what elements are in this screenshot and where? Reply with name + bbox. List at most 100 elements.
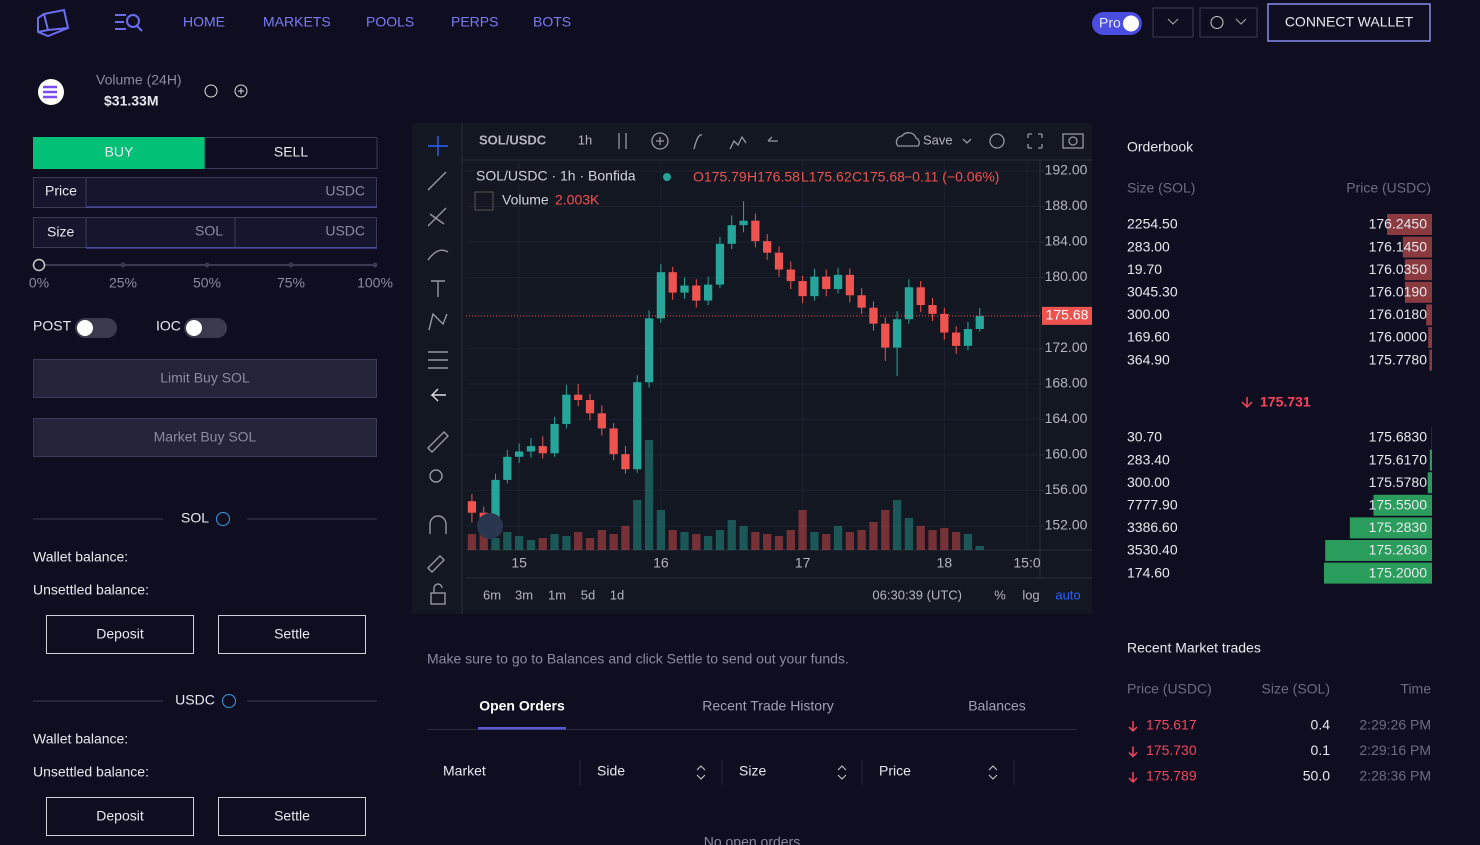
nav-link[interactable]: POOLS: [366, 14, 414, 30]
deposit-button[interactable]: [46, 615, 194, 654]
collapse-button[interactable]: [474, 191, 494, 211]
clock: 06:30:39 (UTC): [872, 587, 962, 602]
order-price[interactable]: 175.5500: [1369, 497, 1428, 513]
candle-body: [503, 456, 512, 480]
nav-link[interactable]: HOME: [183, 14, 225, 30]
sell-tab[interactable]: [204, 137, 378, 169]
add-icon[interactable]: [234, 84, 248, 98]
price-input[interactable]: [33, 177, 377, 208]
slider-label: 100%: [357, 275, 393, 291]
order-price[interactable]: 175.2000: [1369, 564, 1428, 580]
slider-dot[interactable]: [204, 262, 210, 268]
sort-icon[interactable]: [988, 765, 998, 780]
volume-bar: [609, 534, 618, 550]
range-button[interactable]: 3m: [515, 587, 533, 602]
dropdown[interactable]: [1152, 7, 1194, 38]
candle-body: [963, 328, 973, 346]
slider-dot[interactable]: [32, 258, 46, 272]
market-buy-button[interactable]: [33, 418, 377, 457]
scale-option[interactable]: %: [994, 587, 1006, 602]
logo[interactable]: [37, 8, 70, 38]
settle-button[interactable]: [218, 797, 366, 836]
candle-body: [515, 451, 524, 457]
candle-body: [550, 423, 559, 454]
trade-time: 2:29:26 PM: [1359, 717, 1431, 733]
range-button[interactable]: 1d: [610, 587, 624, 602]
slider-dot[interactable]: [372, 262, 378, 268]
bid-depth-bar: [1324, 562, 1432, 584]
chart-interval[interactable]: 1h: [578, 132, 592, 147]
range-button[interactable]: 5d: [581, 587, 595, 602]
size-unit-base: SOL: [195, 223, 223, 239]
candle-body: [798, 281, 807, 297]
slider-dot[interactable]: [120, 262, 126, 268]
volume-bar: [574, 532, 583, 550]
volume-bar: [975, 545, 984, 550]
drawing-tools[interactable]: [427, 136, 449, 605]
bid-depth-bar: [1373, 494, 1432, 516]
order-price[interactable]: 176.2450: [1369, 216, 1428, 232]
buy-tab[interactable]: [33, 137, 205, 169]
range-button[interactable]: 6m: [483, 587, 501, 602]
unsettled-balance-label: Unsettled balance:: [33, 764, 149, 780]
order-price[interactable]: 175.6170: [1369, 451, 1428, 467]
order-price[interactable]: 176.0350: [1369, 261, 1428, 277]
order-price[interactable]: 175.2630: [1369, 542, 1428, 558]
trades-title: Recent Market trades: [1127, 640, 1261, 656]
order-price[interactable]: 176.0000: [1369, 329, 1428, 345]
save-label[interactable]: Save: [923, 132, 953, 147]
connect-wallet-button[interactable]: [1267, 3, 1431, 42]
tab[interactable]: Balances: [968, 698, 1026, 714]
volume-bar: [751, 532, 760, 550]
order-size: 3530.40: [1127, 542, 1178, 558]
language-dropdown[interactable]: [1199, 7, 1258, 38]
trade-size: 50.0: [1303, 768, 1330, 784]
info-icon[interactable]: [222, 694, 236, 708]
order-price[interactable]: 176.0190: [1369, 284, 1428, 300]
candle-body: [715, 243, 725, 285]
globe-icon: [1210, 16, 1224, 29]
order-price[interactable]: 175.6830: [1369, 429, 1428, 445]
active-tab-underline: [478, 727, 566, 730]
chart-toolbar-icons[interactable]: [618, 132, 1084, 150]
deposit-button[interactable]: [46, 797, 194, 836]
x-tick-label: 18: [937, 555, 953, 571]
ohlc-label: L175.62: [801, 169, 852, 185]
order-price[interactable]: 176.0180: [1369, 306, 1428, 322]
candle-body: [940, 313, 949, 333]
nav-link[interactable]: MARKETS: [263, 14, 331, 30]
volume-bar: [881, 510, 890, 550]
candle-body: [562, 394, 571, 424]
order-price[interactable]: 176.1450: [1369, 238, 1428, 254]
volume-bar: [633, 500, 642, 550]
size-input[interactable]: [33, 217, 377, 248]
info-icon[interactable]: [216, 512, 230, 526]
order-price[interactable]: 175.5780: [1369, 474, 1428, 490]
candle-body: [786, 269, 795, 282]
scale-option[interactable]: log: [1022, 587, 1039, 602]
tab[interactable]: Recent Trade History: [702, 698, 834, 714]
sort-icon[interactable]: [837, 765, 847, 780]
volume-bar: [774, 536, 784, 550]
order-price[interactable]: 175.2830: [1369, 519, 1428, 535]
settle-button[interactable]: [218, 615, 366, 654]
tab[interactable]: Open Orders: [479, 698, 565, 714]
last-price-box: [1042, 306, 1092, 325]
sort-icon[interactable]: [696, 765, 706, 780]
table-header: Side: [597, 763, 625, 779]
limit-buy-button[interactable]: [33, 359, 377, 398]
slider-dot[interactable]: [288, 262, 294, 268]
chart-symbol[interactable]: SOL/USDC: [479, 132, 547, 147]
range-button[interactable]: 1m: [548, 587, 566, 602]
wallet-balance-label: Wallet balance:: [33, 731, 128, 747]
bid-depth-bar: [1325, 540, 1432, 561]
bid-depth-bar: [1427, 472, 1432, 494]
nav-link[interactable]: PERPS: [451, 14, 498, 30]
y-tick-label: 160.00: [1045, 446, 1088, 462]
candle-body: [491, 479, 500, 521]
search-menu-icon[interactable]: [115, 14, 143, 32]
scale-option[interactable]: auto: [1055, 587, 1080, 602]
nav-link[interactable]: BOTS: [533, 14, 571, 30]
order-price[interactable]: 175.7780: [1369, 351, 1428, 367]
info-icon[interactable]: [204, 84, 218, 98]
